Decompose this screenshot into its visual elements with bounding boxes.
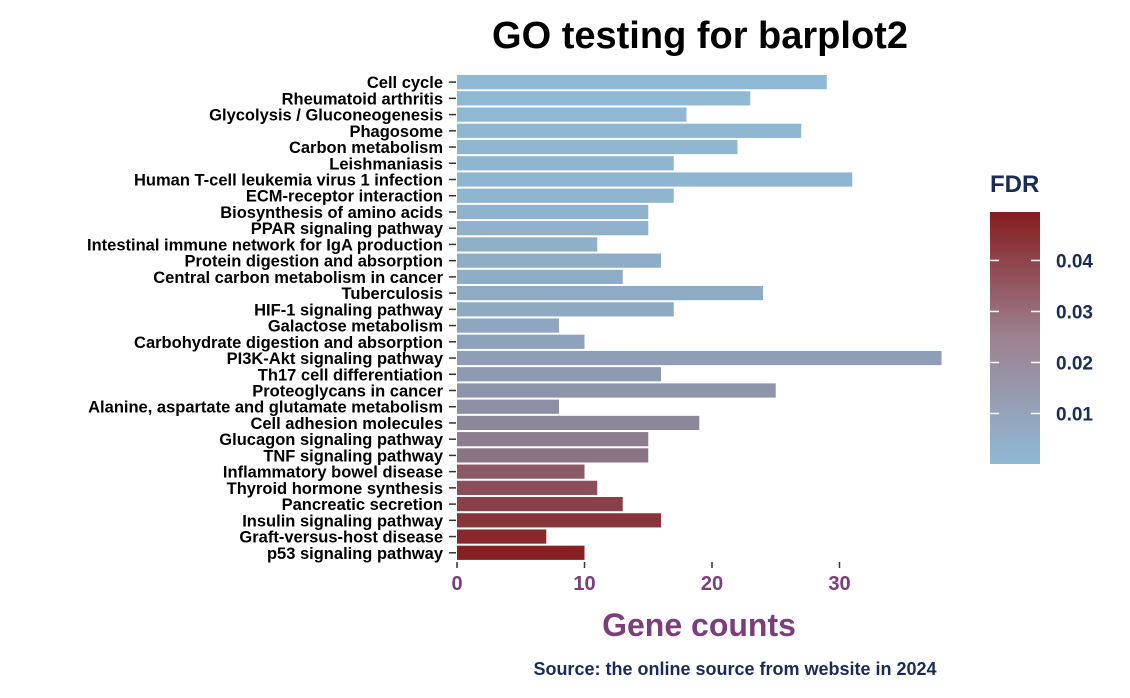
bar xyxy=(457,107,687,122)
bar xyxy=(457,286,763,301)
category-label: Intestinal immune network for IgA produc… xyxy=(87,236,443,254)
bar xyxy=(457,253,661,268)
category-label: Central carbon metabolism in cancer xyxy=(153,269,443,287)
category-label: Glycolysis / Gluconeogenesis xyxy=(209,107,443,125)
x-axis-label: Gene counts xyxy=(602,607,796,643)
category-label: Proteoglycans in cancer xyxy=(252,382,443,400)
category-label: Glucagon signaling pathway xyxy=(219,431,444,449)
bar xyxy=(457,383,776,398)
bar xyxy=(457,415,700,431)
bar xyxy=(457,513,661,528)
category-label: Cell adhesion molecules xyxy=(250,415,443,433)
category-label: Human T-cell leukemia virus 1 infection xyxy=(134,172,443,190)
bar xyxy=(457,448,649,463)
x-axis: 0 10 20 30 xyxy=(451,562,851,595)
bar xyxy=(457,545,585,560)
bar xyxy=(457,350,942,366)
bar xyxy=(457,221,649,236)
bar xyxy=(457,75,827,90)
bar xyxy=(457,123,802,138)
bar xyxy=(457,269,623,284)
category-label: Cell cycle xyxy=(367,74,443,92)
category-label: Tuberculosis xyxy=(342,285,443,303)
legend-title: FDR xyxy=(990,171,1039,198)
category-label: PPAR signaling pathway xyxy=(251,220,444,238)
bar xyxy=(457,91,751,106)
category-label: ECM-receptor interaction xyxy=(246,188,443,206)
category-label: TNF signaling pathway xyxy=(263,447,444,465)
x-tick-label: 10 xyxy=(573,573,595,595)
category-label: Biosynthesis of amino acids xyxy=(220,204,443,222)
bar xyxy=(457,237,598,252)
legend-colorbar xyxy=(990,212,1040,464)
legend-tick-label: 0.02 xyxy=(1056,353,1093,374)
category-label: p53 signaling pathway xyxy=(267,545,444,563)
category-label: HIF-1 signaling pathway xyxy=(254,301,444,319)
category-label: Alanine, aspartate and glutamate metabol… xyxy=(88,399,443,417)
category-label: Insulin signaling pathway xyxy=(242,512,444,530)
bar xyxy=(457,156,674,171)
category-label: Carbohydrate digestion and absorption xyxy=(134,334,443,352)
bar xyxy=(457,204,649,220)
bar-group xyxy=(457,75,942,560)
bar xyxy=(457,367,661,382)
x-tick-label: 20 xyxy=(701,573,723,595)
bar xyxy=(457,529,547,544)
bar xyxy=(457,464,585,479)
legend-tick-label: 0.03 xyxy=(1056,302,1093,323)
category-label: Graft-versus-host disease xyxy=(239,529,443,547)
bar xyxy=(457,334,585,349)
legend-tick-label: 0.04 xyxy=(1056,251,1093,272)
bar xyxy=(457,480,598,495)
bar xyxy=(457,318,559,333)
category-label: Galactose metabolism xyxy=(268,318,443,336)
category-label: Thyroid hormone synthesis xyxy=(227,480,443,498)
category-label: Protein digestion and absorption xyxy=(184,253,443,271)
x-tick-label: 30 xyxy=(828,573,850,595)
legend-tick-label: 0.01 xyxy=(1056,404,1093,425)
category-label: Pancreatic secretion xyxy=(282,496,443,514)
bar xyxy=(457,188,674,203)
caption: Source: the online source from website i… xyxy=(533,659,936,679)
bar xyxy=(457,432,649,447)
category-label: Th17 cell differentiation xyxy=(258,366,443,384)
category-label: PI3K-Akt signaling pathway xyxy=(227,350,444,368)
category-label: Leishmaniasis xyxy=(329,155,443,173)
y-axis-ticks xyxy=(449,81,456,554)
category-label: Carbon metabolism xyxy=(289,139,443,157)
chart-title: GO testing for barplot2 xyxy=(492,15,908,57)
bar xyxy=(457,172,853,187)
category-label: Inflammatory bowel disease xyxy=(223,464,443,482)
bar xyxy=(457,302,674,317)
bar xyxy=(457,399,559,414)
x-tick-label: 0 xyxy=(451,573,462,595)
bar xyxy=(457,497,623,512)
bar xyxy=(457,139,738,155)
category-label: Rheumatoid arthritis xyxy=(282,90,443,108)
category-label: Phagosome xyxy=(349,123,443,141)
fdr-legend: FDR 0.01 0.02 0.03 0.04 xyxy=(990,171,1093,464)
